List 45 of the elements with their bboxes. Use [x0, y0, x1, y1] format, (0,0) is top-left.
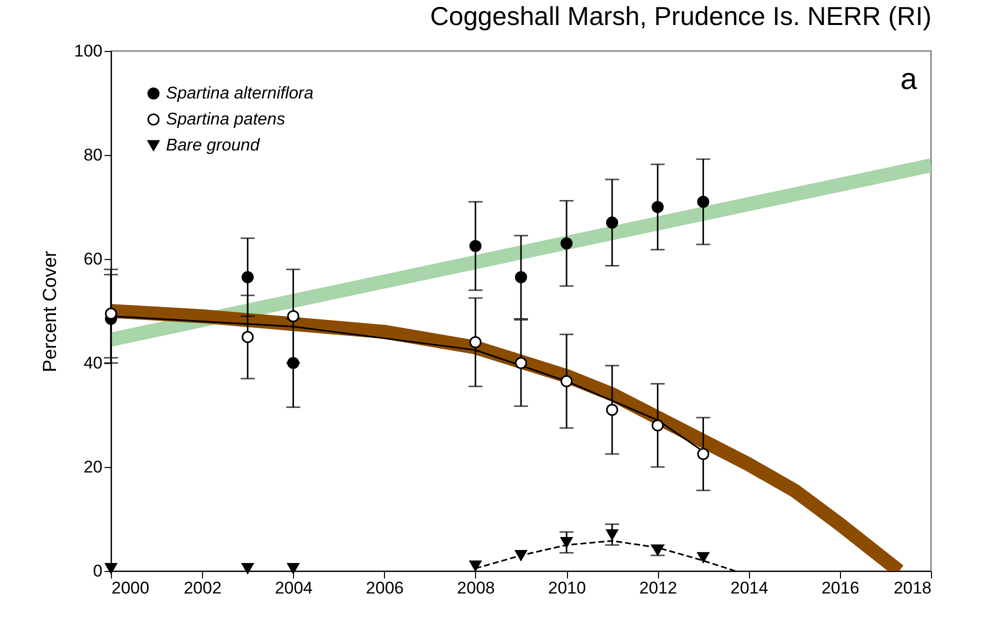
point	[469, 560, 482, 572]
x-tick-label: 2010	[548, 578, 586, 598]
x-tick-label: 2002	[184, 578, 222, 598]
point	[697, 196, 710, 208]
point	[242, 330, 254, 344]
y-tick-label: 20	[84, 458, 102, 476]
x-tick-label: 2014	[730, 578, 768, 598]
y-tick-label: 100	[74, 42, 102, 60]
chart-title: Coggeshall Marsh, Prudence Is. NERR (RI)	[430, 1, 932, 31]
point	[606, 529, 618, 540]
point	[560, 537, 573, 548]
point	[242, 563, 254, 574]
point	[697, 448, 710, 460]
point	[652, 419, 664, 432]
point	[606, 216, 618, 229]
point	[606, 404, 618, 416]
point	[652, 200, 664, 214]
y-tick-label: 40	[84, 354, 102, 372]
x-tick-label: 2000	[112, 578, 150, 598]
x-tick-label: 2018	[894, 578, 932, 598]
legend-label: Bare ground	[166, 136, 260, 154]
x-tick-label: 2012	[639, 578, 678, 598]
point	[242, 271, 254, 284]
y-axis-title: Percent Cover	[40, 250, 62, 372]
point	[514, 356, 528, 370]
point	[697, 552, 710, 563]
legend-label: Spartina alterniflora	[166, 84, 314, 102]
point	[560, 237, 573, 250]
point	[514, 271, 528, 284]
point	[287, 356, 300, 370]
x-tick-label: 2016	[821, 578, 860, 598]
legend-label: Spartina patens	[166, 110, 286, 128]
x-tick-label: 2004	[274, 578, 313, 598]
y-tick-label: 60	[84, 250, 102, 268]
point	[514, 550, 528, 561]
annotation: a	[900, 63, 918, 96]
x-tick-label: 2008	[457, 578, 495, 598]
x-tick-label: 2006	[366, 578, 404, 598]
point	[469, 240, 482, 252]
point	[287, 310, 300, 322]
point	[560, 375, 573, 388]
y-tick-label: 80	[84, 146, 102, 164]
y-tick-label: 0	[93, 562, 102, 580]
point	[287, 563, 300, 574]
point	[469, 336, 482, 348]
